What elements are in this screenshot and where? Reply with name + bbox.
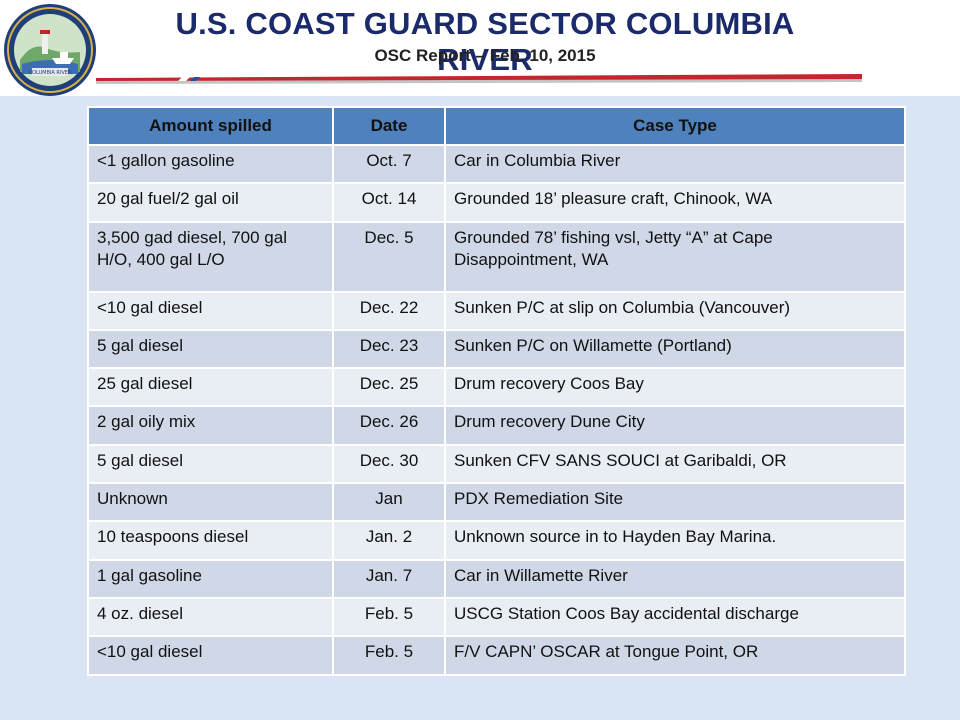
table-row: <1 gallon gasoline Oct. 7 Car in Columbi… (87, 143, 906, 185)
table-row: <10 gal diesel Feb. 5 F/V CAPN’ OSCAR at… (87, 635, 906, 676)
cell-date: Dec. 30 (332, 443, 446, 485)
slide-header: COLUMBIA RIVER U.S. COAST GUARD SECTOR C… (0, 0, 960, 96)
table-row: <10 gal diesel Dec. 22 Sunken P/C at sli… (87, 290, 906, 331)
cell-amount: 5 gal diesel (87, 328, 334, 370)
cell-date: Jan (332, 482, 446, 523)
cell-amount: 4 oz. diesel (87, 596, 334, 638)
cell-date: Jan. 7 (332, 558, 446, 599)
coast-guard-seal-icon: COLUMBIA RIVER (4, 4, 96, 96)
cell-case-type: PDX Remediation Site (444, 482, 906, 523)
cell-date: Oct. 7 (332, 143, 446, 185)
table-row: 2 gal oily mix Dec. 26 Drum recovery Dun… (87, 405, 906, 446)
column-header-date: Date (332, 106, 446, 146)
table-row: 20 gal fuel/2 gal oil Oct. 14 Grounded 1… (87, 182, 906, 223)
table-row: 1 gal gasoline Jan. 7 Car in Willamette … (87, 558, 906, 599)
cell-case-type: Grounded 18’ pleasure craft, Chinook, WA (444, 182, 906, 223)
cell-amount: 1 gal gasoline (87, 558, 334, 599)
table-row: 10 teaspoons diesel Jan. 2 Unknown sourc… (87, 520, 906, 561)
cell-case-type: Unknown source in to Hayden Bay Marina. (444, 520, 906, 561)
cell-case-type: USCG Station Coos Bay accidental dischar… (444, 596, 906, 638)
title-underline-stripe (96, 74, 862, 84)
cell-date: Dec. 25 (332, 367, 446, 408)
cell-case-type: Drum recovery Dune City (444, 405, 906, 446)
cell-amount: <10 gal diesel (87, 635, 334, 676)
column-header-amount: Amount spilled (87, 106, 334, 146)
cell-date: Oct. 14 (332, 182, 446, 223)
cell-case-type: Sunken P/C on Willamette (Portland) (444, 328, 906, 370)
cell-amount: 5 gal diesel (87, 443, 334, 485)
cell-date: Dec. 22 (332, 290, 446, 331)
column-header-case-type: Case Type (444, 106, 906, 146)
cell-case-type: Sunken CFV SANS SOUCI at Garibaldi, OR (444, 443, 906, 485)
cell-amount: 10 teaspoons diesel (87, 520, 334, 561)
page-title: U.S. COAST GUARD SECTOR COLUMBIA RIVER (175, 6, 795, 77)
cell-amount: 25 gal diesel (87, 367, 334, 408)
oil-spill-table-container: Amount spilled Date Case Type <1 gallon … (87, 106, 906, 676)
page-subtitle: OSC Report – Feb. 10, 2015 (374, 46, 596, 65)
table-row: 4 oz. diesel Feb. 5 USCG Station Coos Ba… (87, 596, 906, 638)
cell-case-type: Car in Columbia River (444, 143, 906, 185)
cell-amount: <1 gallon gasoline (87, 143, 334, 185)
cell-date: Jan. 2 (332, 520, 446, 561)
cell-amount: 2 gal oily mix (87, 405, 334, 446)
cell-date: Feb. 5 (332, 635, 446, 676)
table-row: 5 gal diesel Dec. 30 Sunken CFV SANS SOU… (87, 443, 906, 485)
cell-case-type: Drum recovery Coos Bay (444, 367, 906, 408)
table-row: 3,500 gad diesel, 700 gal H/O, 400 gal L… (87, 220, 906, 293)
cell-case-type: Car in Willamette River (444, 558, 906, 599)
table-row: Unknown Jan PDX Remediation Site (87, 482, 906, 523)
cell-date: Feb. 5 (332, 596, 446, 638)
cell-amount: 20 gal fuel/2 gal oil (87, 182, 334, 223)
table-row: 5 gal diesel Dec. 23 Sunken P/C on Willa… (87, 328, 906, 370)
oil-spill-table: Amount spilled Date Case Type <1 gallon … (87, 106, 906, 676)
svg-text:COLUMBIA RIVER: COLUMBIA RIVER (29, 70, 72, 76)
cell-case-type: Grounded 78’ fishing vsl, Jetty “A” at C… (444, 220, 906, 293)
table-header-row: Amount spilled Date Case Type (87, 106, 906, 146)
table-row: 25 gal diesel Dec. 25 Drum recovery Coos… (87, 367, 906, 408)
cell-date: Dec. 5 (332, 220, 446, 293)
cell-amount: 3,500 gad diesel, 700 gal H/O, 400 gal L… (87, 220, 334, 293)
cell-date: Dec. 23 (332, 328, 446, 370)
cell-amount: Unknown (87, 482, 334, 523)
cell-amount: <10 gal diesel (87, 290, 334, 331)
cell-case-type: F/V CAPN’ OSCAR at Tongue Point, OR (444, 635, 906, 676)
cell-date: Dec. 26 (332, 405, 446, 446)
cell-case-type: Sunken P/C at slip on Columbia (Vancouve… (444, 290, 906, 331)
